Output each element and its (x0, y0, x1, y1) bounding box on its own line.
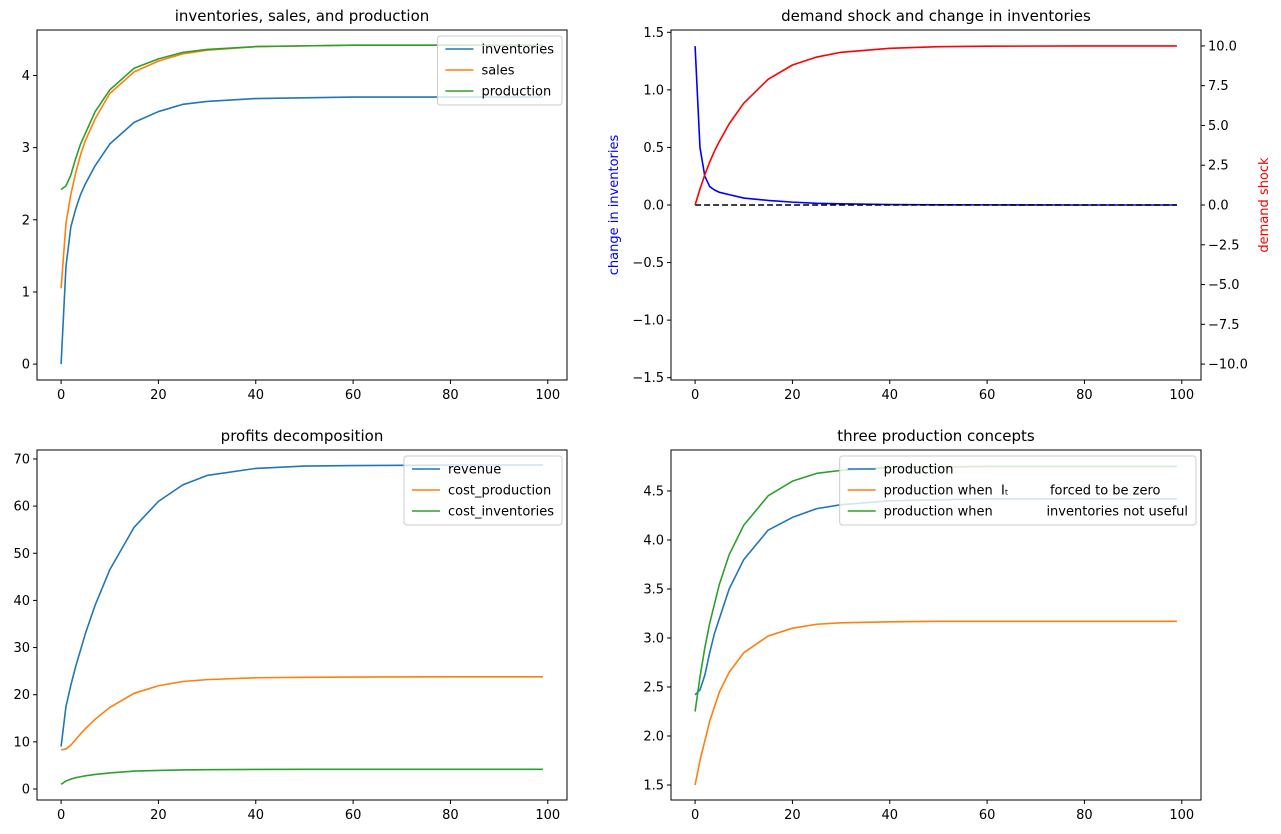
chart-title: three production concepts (837, 427, 1035, 445)
y-tick-label: 3.0 (643, 631, 664, 646)
series-line (60, 676, 543, 751)
series-line (694, 46, 1177, 206)
series-line (60, 768, 543, 785)
x-tick-label: 60 (979, 388, 996, 403)
y2-tick-label: 0.0 (1208, 199, 1229, 214)
series-line (694, 620, 1177, 786)
x-tick-label: 80 (1076, 808, 1093, 823)
y-tick-label: −1.0 (632, 314, 664, 329)
y-tick-label: 50 (13, 547, 30, 562)
x-tick-label: 0 (57, 808, 65, 823)
y-tick-label: 10 (13, 735, 30, 750)
x-tick-label: 20 (784, 388, 801, 403)
legend-label: production when Iₜ forced to be zero (884, 484, 1161, 499)
x-tick-label: 80 (1076, 388, 1093, 403)
series-line (60, 96, 543, 365)
axes-frame (36, 29, 568, 381)
y-tick-label: 2.0 (643, 729, 664, 744)
axes-frame (36, 449, 568, 801)
plot-area (60, 44, 543, 365)
legend-box (839, 455, 1197, 526)
y-tick-label: 0.0 (643, 199, 664, 214)
y2-tick-label: −10.0 (1208, 358, 1248, 373)
x-tick-label: 60 (979, 808, 996, 823)
y-tick-label: 3.5 (643, 582, 664, 597)
y-tick-label: 60 (13, 500, 30, 515)
y-tick-label: 2.5 (643, 680, 664, 695)
legend: revenue cost_production cost_inventories (403, 455, 563, 526)
series-line (694, 45, 1177, 206)
y2-tick-label: −7.5 (1208, 318, 1240, 333)
legend-box (403, 455, 563, 526)
y-tick-label: 2 (22, 213, 30, 228)
legend-label: inventories (481, 43, 554, 58)
x-tick-label: 100 (1169, 808, 1194, 823)
y-tick-label: 4.5 (643, 484, 664, 499)
x-tick-label: 80 (442, 808, 459, 823)
y-tick-label: 1.5 (643, 779, 664, 794)
legend-label: cost_inventories (448, 505, 554, 520)
y-tick-label: 1 (22, 285, 30, 300)
y-tick-label: 20 (13, 688, 30, 703)
legend-box (436, 35, 563, 106)
y-tick-label: 70 (13, 452, 30, 467)
legend: production production when Iₜ forced to b… (839, 455, 1197, 526)
y2-tick-label: −5.0 (1208, 278, 1240, 293)
legend: inventories sales production (436, 35, 563, 106)
axes-frame (670, 29, 1202, 381)
y-tick-label: 30 (13, 641, 30, 656)
y2-tick-label: 5.0 (1208, 119, 1229, 134)
x-tick-label: 20 (150, 388, 167, 403)
legend-label: production when inventories not useful (884, 505, 1188, 520)
x-tick-label: 100 (535, 388, 560, 403)
y2-tick-label: 7.5 (1208, 79, 1229, 94)
y-tick-label: 4.0 (643, 533, 664, 548)
legend-label: cost_production (448, 484, 551, 499)
x-tick-label: 40 (247, 808, 264, 823)
y-tick-label: 0 (22, 783, 30, 798)
plot-area (60, 464, 543, 785)
legend-label: sales (481, 64, 514, 79)
y2-tick-label: −2.5 (1208, 238, 1240, 253)
x-tick-label: 0 (691, 808, 699, 823)
x-tick-label: 20 (150, 808, 167, 823)
y2-tick-label: 10.0 (1208, 39, 1237, 54)
x-tick-label: 0 (691, 388, 699, 403)
series-line (60, 464, 543, 747)
y2-tick-label: 2.5 (1208, 159, 1229, 174)
y-axis-label: change in inventories (607, 135, 622, 276)
x-tick-label: 20 (784, 808, 801, 823)
x-tick-label: 40 (881, 808, 898, 823)
chart-title: inventories, sales, and production (175, 7, 430, 25)
chart-title: demand shock and change in inventories (781, 7, 1091, 25)
y-tick-label: 0.5 (643, 141, 664, 156)
y-tick-label: 1.5 (643, 26, 664, 41)
y-tick-label: −0.5 (632, 256, 664, 271)
y-tick-label: 40 (13, 594, 30, 609)
y-tick-label: 4 (22, 69, 30, 84)
axes-frame (670, 449, 1202, 801)
y-tick-label: 3 (22, 141, 30, 156)
y-tick-label: 0 (22, 358, 30, 373)
plot-area (694, 45, 1177, 206)
x-tick-label: 40 (247, 388, 264, 403)
x-tick-label: 80 (442, 388, 459, 403)
x-tick-label: 60 (345, 388, 362, 403)
series-line (60, 44, 543, 191)
y-tick-label: 1.0 (643, 83, 664, 98)
legend-label: production (481, 85, 551, 100)
x-tick-label: 100 (1169, 388, 1194, 403)
x-tick-label: 0 (57, 388, 65, 403)
y2-axis-label: demand shock (1257, 157, 1272, 253)
x-tick-label: 60 (345, 808, 362, 823)
y-tick-label: −1.5 (632, 371, 664, 386)
legend-label: production (884, 463, 954, 478)
x-tick-label: 40 (881, 388, 898, 403)
chart-title: profits decomposition (221, 427, 384, 445)
x-tick-label: 100 (535, 808, 560, 823)
legend-label: revenue (448, 463, 501, 478)
